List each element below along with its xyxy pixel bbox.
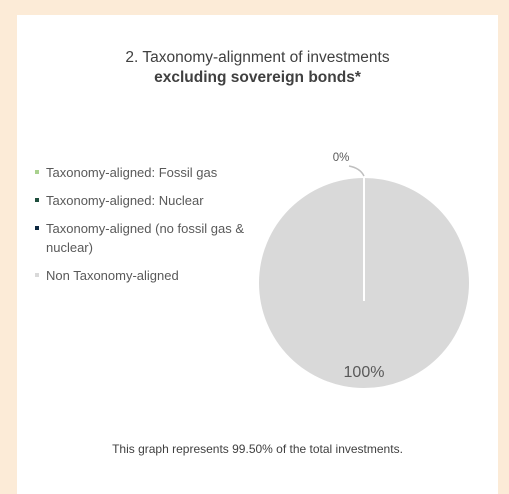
legend-item: Taxonomy-aligned: Fossil gas: [32, 163, 272, 182]
data-label-aligned: 0%: [333, 152, 350, 164]
data-label-non-aligned: 100%: [344, 364, 385, 381]
chart-title: 2. Taxonomy-alignment of investments exc…: [17, 48, 498, 88]
chart-legend: Taxonomy-aligned: Fossil gas Taxonomy-ali…: [32, 163, 272, 294]
legend-item: Non Taxonomy-aligned: [32, 266, 272, 285]
pie-chart: 0% 100%: [259, 152, 469, 388]
legend-label: Taxonomy-aligned (no fossil gas & nuclea…: [46, 221, 244, 255]
chart-title-line1: 2. Taxonomy-alignment of investments: [125, 49, 390, 66]
legend-marker: [35, 170, 39, 174]
legend-label: Taxonomy-aligned: Fossil gas: [46, 165, 218, 180]
legend-label: Taxonomy-aligned: Nuclear: [46, 193, 204, 208]
chart-title-line2: excluding sovereign bonds*: [154, 69, 361, 86]
legend-marker: [35, 198, 39, 202]
legend-marker: [35, 226, 39, 230]
zero-label-leader: [348, 165, 365, 177]
legend-item: Taxonomy-aligned (no fossil gas & nuclea…: [32, 219, 272, 257]
chart-card: 2. Taxonomy-alignment of investments exc…: [17, 15, 498, 494]
legend-item: Taxonomy-aligned: Nuclear: [32, 191, 272, 210]
chart-footnote: This graph represents 99.50% of the tota…: [112, 442, 403, 456]
legend-label: Non Taxonomy-aligned: [46, 268, 179, 283]
legend-marker: [35, 273, 39, 277]
